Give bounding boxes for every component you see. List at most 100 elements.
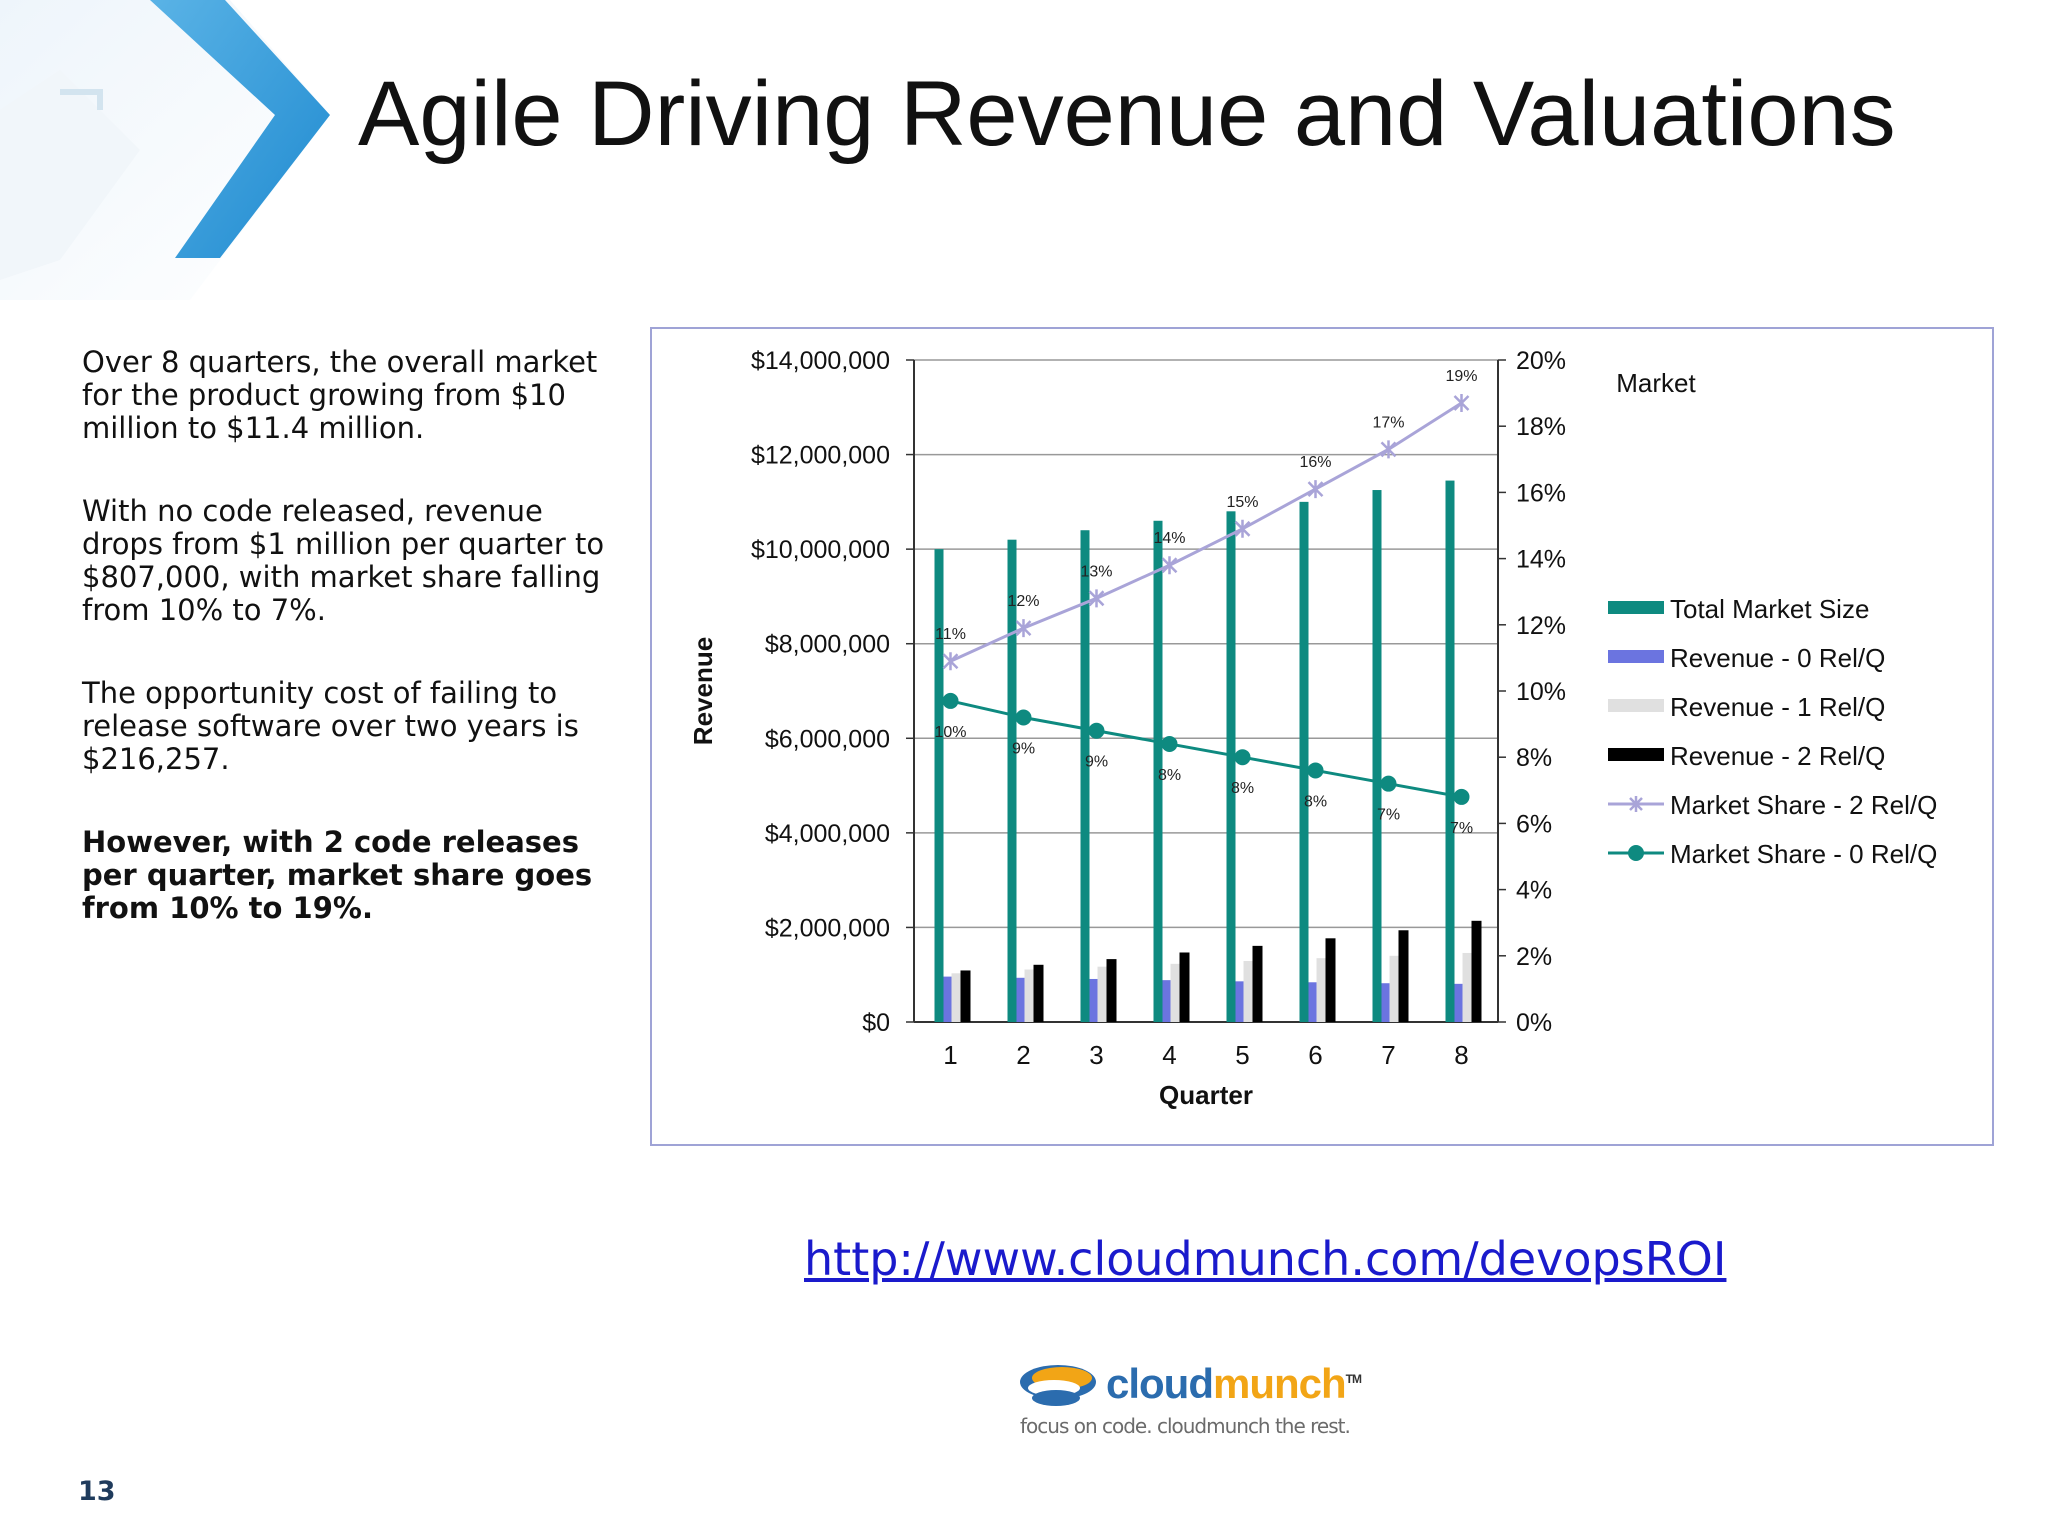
body-text: Over 8 quarters, the overall market for … xyxy=(82,346,622,975)
bar-revenue-2-rel-q xyxy=(1106,959,1117,1022)
logo-wordmark: cloudmunchTM xyxy=(1106,1360,1362,1407)
bar-revenue-1-rel-q xyxy=(1316,958,1327,1022)
data-label: 15% xyxy=(1226,494,1258,511)
marker-star xyxy=(1234,519,1251,538)
bar-revenue-2-rel-q xyxy=(1179,952,1190,1022)
bar-revenue-0-rel-q xyxy=(1381,983,1392,1022)
y-tick-label: $10,000,000 xyxy=(751,536,890,564)
legend-swatch xyxy=(1608,748,1664,761)
marker-star xyxy=(1453,394,1470,413)
y2-tick-label: 20% xyxy=(1516,347,1566,375)
x-tick-label: 4 xyxy=(1162,1040,1176,1070)
marker-star xyxy=(1088,589,1105,608)
legend-marker xyxy=(1629,796,1643,812)
y2-tick-label: 4% xyxy=(1516,877,1552,905)
marker-circle xyxy=(1161,735,1178,752)
bar-total-market-size xyxy=(1007,539,1017,1022)
bar-revenue-0-rel-q xyxy=(1016,977,1027,1022)
bar-revenue-1-rel-q xyxy=(1170,963,1181,1022)
y2-tick-label: 6% xyxy=(1516,810,1552,838)
marker-circle xyxy=(1453,788,1470,805)
data-label: 8% xyxy=(1158,767,1181,784)
data-label: 7% xyxy=(1377,807,1400,824)
data-label: 11% xyxy=(935,626,966,643)
paragraph-market-growth: Over 8 quarters, the overall market for … xyxy=(82,345,598,445)
marker-circle xyxy=(1307,762,1324,779)
marker-star xyxy=(1307,480,1324,499)
legend-label: Revenue - 1 Rel/Q xyxy=(1670,692,1885,722)
y2-tick-label: 2% xyxy=(1516,943,1552,971)
marker-star xyxy=(1161,556,1178,575)
y2-tick-label: 14% xyxy=(1516,546,1566,574)
bar-revenue-1-rel-q xyxy=(1097,966,1108,1022)
y-tick-label: $14,000,000 xyxy=(751,347,890,375)
page-number: 13 xyxy=(78,1476,116,1507)
data-label: 16% xyxy=(1299,454,1331,471)
chart: $0 $2,000,000 $4,000,000 $6,000,000 $8,000,0… xyxy=(688,347,1937,1110)
slide-title: Agile Driving Revenue and Valuations xyxy=(358,63,1896,165)
y2-tick-label: 12% xyxy=(1516,612,1566,640)
legend-label: Total Market Size xyxy=(1670,594,1869,624)
legend-marker xyxy=(1628,845,1644,861)
source-link[interactable]: http://www.cloudmunch.com/devopsROI xyxy=(804,1232,1727,1286)
data-label: 7% xyxy=(1450,820,1473,837)
data-label: 13% xyxy=(1080,563,1112,580)
y-tick-label: $6,000,000 xyxy=(765,725,890,753)
x-tick-label: 8 xyxy=(1454,1040,1468,1070)
bar-total-market-size xyxy=(1299,501,1309,1022)
x-axis-title: Quarter xyxy=(1159,1080,1253,1110)
bar-total-market-size xyxy=(1226,511,1236,1022)
marker-circle xyxy=(1015,709,1032,726)
line-market-share-2-rel-q xyxy=(949,401,1463,663)
data-label: 9% xyxy=(1085,754,1108,771)
y2-tick-label: 18% xyxy=(1516,413,1566,441)
marker-star xyxy=(942,652,959,671)
data-label: 8% xyxy=(1304,793,1327,810)
cloud-swirl-icon xyxy=(1020,1365,1096,1406)
bar-revenue-0-rel-q xyxy=(943,976,954,1022)
bar-revenue-2-rel-q xyxy=(960,970,971,1022)
legend-label: Revenue - 0 Rel/Q xyxy=(1670,643,1885,673)
marker-circle xyxy=(1234,749,1251,766)
y-tick-label: $0 xyxy=(862,1009,890,1037)
data-label: 12% xyxy=(1007,593,1039,610)
legend-title: Market xyxy=(1616,368,1696,398)
bar-revenue-1-rel-q xyxy=(1462,952,1473,1022)
bar-revenue-1-rel-q xyxy=(1243,961,1254,1022)
paragraph-no-release: With no code released, revenue drops fro… xyxy=(82,494,605,627)
y-tick-label: $4,000,000 xyxy=(765,820,890,848)
bar-revenue-0-rel-q xyxy=(1454,983,1465,1022)
data-label: 8% xyxy=(1231,780,1254,797)
legend-swatch xyxy=(1608,601,1664,614)
bar-total-market-size xyxy=(1153,520,1163,1022)
bar-revenue-2-rel-q xyxy=(1325,938,1336,1022)
bar-revenue-2-rel-q xyxy=(1471,920,1482,1022)
logo-tagline: focus on code. cloudmunch the rest. xyxy=(1020,1414,1351,1438)
bar-revenue-2-rel-q xyxy=(1398,930,1409,1022)
data-label: 17% xyxy=(1372,414,1404,431)
x-tick-label: 1 xyxy=(943,1040,957,1070)
y-tick-label: $2,000,000 xyxy=(765,914,890,942)
y-axis-title: Revenue xyxy=(688,637,718,745)
paragraph-two-releases: However, with 2 code releases per quarte… xyxy=(82,825,593,925)
marker-circle xyxy=(1380,775,1397,792)
marker-circle xyxy=(1088,722,1105,739)
bar-revenue-2-rel-q xyxy=(1252,945,1263,1022)
bar-revenue-1-rel-q xyxy=(1389,955,1400,1022)
x-tick-label: 7 xyxy=(1381,1040,1395,1070)
bar-total-market-size xyxy=(1445,480,1455,1022)
legend-label: Market Share - 0 Rel/Q xyxy=(1670,839,1937,869)
legend-swatch xyxy=(1608,650,1664,663)
bar-revenue-2-rel-q xyxy=(1033,964,1044,1022)
x-tick-label: 2 xyxy=(1016,1040,1030,1070)
marker-star xyxy=(1015,619,1032,638)
y-tick-label: $8,000,000 xyxy=(765,631,890,659)
data-label: 14% xyxy=(1153,530,1185,547)
corner-decoration xyxy=(0,0,330,300)
marker-circle xyxy=(942,692,959,709)
y2-tick-label: 8% xyxy=(1516,744,1552,772)
bar-revenue-1-rel-q xyxy=(1024,969,1035,1022)
bar-total-market-size xyxy=(1372,490,1382,1022)
bar-revenue-0-rel-q xyxy=(1162,980,1173,1022)
x-tick-label: 5 xyxy=(1235,1040,1249,1070)
